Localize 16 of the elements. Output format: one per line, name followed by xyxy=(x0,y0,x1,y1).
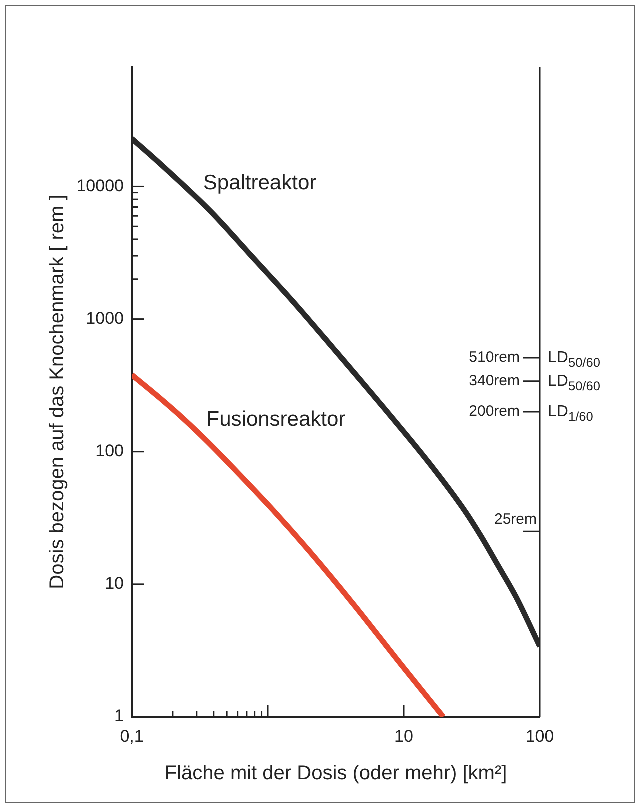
y-tick-label: 10 xyxy=(105,574,124,594)
ref-line-label: 25rem xyxy=(494,510,538,528)
x-tick-label: 0,1 xyxy=(120,726,144,746)
y-tick-label: 10000 xyxy=(76,176,124,196)
series-label: Spaltreaktor xyxy=(203,172,317,195)
ref-line-label: 510rem xyxy=(469,349,520,366)
ref-line-label: 200rem xyxy=(469,403,520,420)
y-tick-label: 1000 xyxy=(86,308,124,328)
x-axis-title: Fläche mit der Dosis (oder mehr) [km²] xyxy=(164,762,508,785)
y-tick-label: 100 xyxy=(96,442,124,461)
ref-line-label: 340rem xyxy=(469,372,520,390)
x-tick-label: 100 xyxy=(526,726,554,746)
y-axis-title: Dosis bezogen auf das Knochenmark [ rem ] xyxy=(46,194,69,590)
x-tick-label: 10 xyxy=(394,726,414,746)
series-label: Fusionsreaktor xyxy=(206,408,346,431)
y-tick-label: 1 xyxy=(114,706,124,726)
